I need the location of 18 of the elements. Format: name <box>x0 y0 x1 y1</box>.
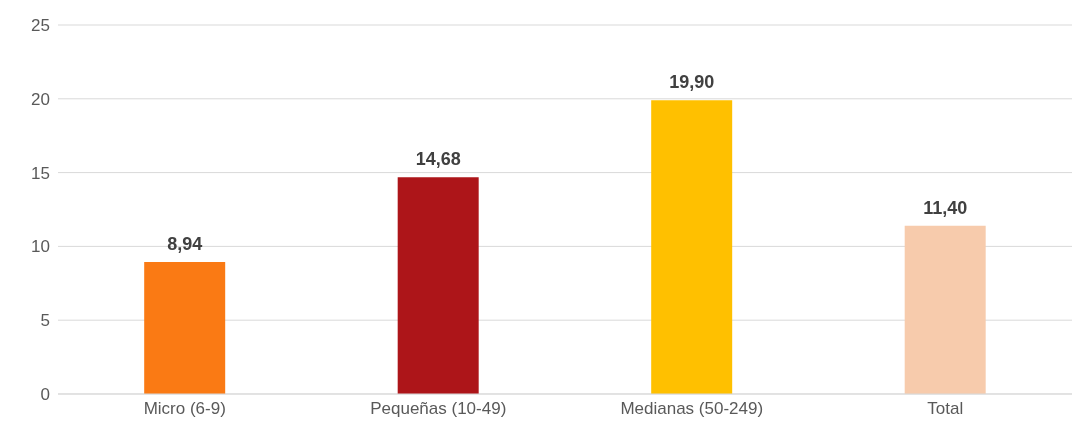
bar <box>397 177 479 394</box>
y-tick-label: 15 <box>31 163 50 183</box>
y-tick-label: 0 <box>40 385 50 405</box>
data-label: 14,68 <box>415 149 461 170</box>
x-tick-label: Micro (6-9) <box>143 399 226 419</box>
bar <box>144 262 226 394</box>
y-tick-label: 20 <box>31 89 50 109</box>
data-label: 11,40 <box>923 197 968 218</box>
x-tick-label: Total <box>927 399 964 419</box>
data-label: 19,90 <box>669 72 715 93</box>
bar <box>651 100 733 394</box>
x-tick-label: Pequeñas (10-49) <box>370 399 507 419</box>
x-tick-label: Medianas (50-249) <box>620 399 764 419</box>
y-tick-label: 25 <box>31 16 50 36</box>
bar <box>904 225 986 394</box>
data-label: 8,94 <box>167 234 203 255</box>
y-tick-label: 10 <box>31 237 50 257</box>
y-tick-label: 5 <box>40 311 50 331</box>
